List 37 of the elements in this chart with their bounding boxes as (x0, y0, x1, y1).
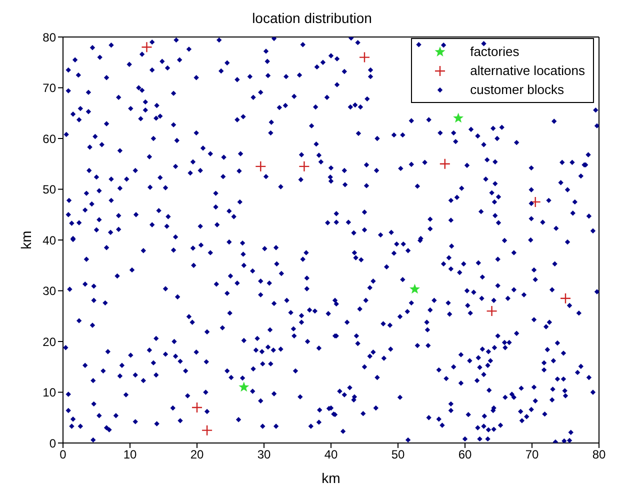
y-tick-label: 50 (42, 182, 56, 197)
x-tick-label: 10 (123, 448, 137, 462)
point (439, 158, 450, 170)
point (191, 402, 203, 414)
point (255, 160, 266, 172)
x-tick-label: 80 (592, 448, 606, 462)
legend-label: alternative locations (470, 63, 585, 78)
y-tick-label: 30 (42, 284, 56, 298)
point (453, 112, 464, 123)
y-tick-label: 70 (42, 81, 56, 96)
point (530, 196, 541, 208)
y-tick-label: 10 (42, 386, 56, 400)
y-tick-label: 60 (42, 132, 56, 146)
point (410, 284, 420, 294)
x-tick-label: 70 (525, 448, 539, 462)
y-tick-label: 40 (42, 233, 56, 248)
point (560, 292, 572, 304)
x-axis-title: km (322, 470, 340, 486)
point (358, 52, 370, 63)
point (141, 42, 152, 53)
x-tick-label: 30 (257, 448, 271, 462)
y-axis-title: km (18, 230, 34, 250)
point (238, 382, 250, 392)
point (486, 305, 498, 317)
legend-label: factories (470, 44, 520, 59)
x-tick-label: 40 (324, 448, 338, 462)
chart-title: location distribution (251, 9, 373, 28)
x-tick-label: 50 (391, 448, 405, 462)
x-tick-label: 0 (60, 448, 67, 462)
x-tick-label: 20 (190, 448, 204, 462)
y-tick-label: 80 (42, 30, 56, 44)
legend-label: customer blocks (470, 82, 564, 97)
x-tick-label: 60 (458, 448, 472, 462)
point (201, 424, 213, 436)
y-tick-label: 0 (49, 436, 56, 450)
point (298, 160, 310, 172)
y-tick-label: 20 (42, 334, 56, 349)
